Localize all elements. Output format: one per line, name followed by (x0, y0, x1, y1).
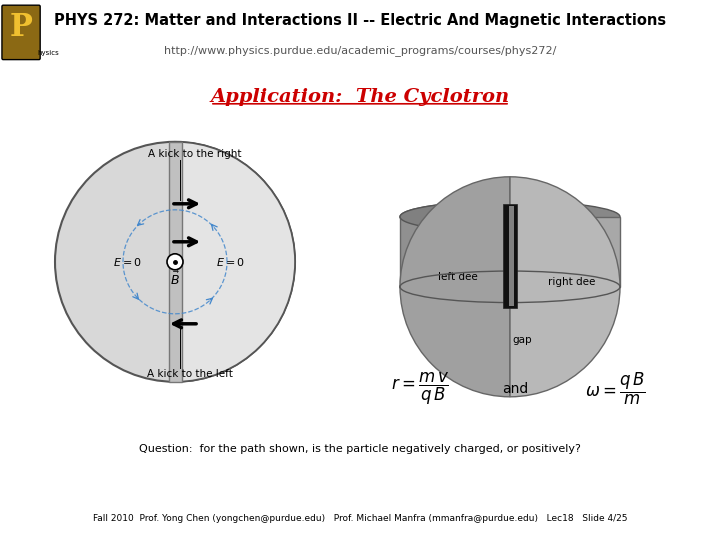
Text: right dee: right dee (549, 277, 595, 287)
Text: A kick to the right: A kick to the right (148, 149, 242, 159)
Polygon shape (400, 201, 510, 302)
Text: PHYS 272: Matter and Interactions II -- Electric And Magnetic Interactions: PHYS 272: Matter and Interactions II -- … (54, 14, 666, 28)
Text: A kick to the left: A kick to the left (147, 369, 233, 379)
Text: $\omega = \dfrac{q\,B}{m}$: $\omega = \dfrac{q\,B}{m}$ (585, 370, 646, 407)
Bar (168, 142, 181, 382)
Text: $E = 0$: $E = 0$ (215, 256, 245, 268)
Wedge shape (510, 177, 620, 397)
Circle shape (55, 142, 295, 382)
Text: P: P (10, 12, 33, 43)
Text: $r = \dfrac{m\,v}{q\,B}$: $r = \dfrac{m\,v}{q\,B}$ (391, 370, 449, 407)
Text: gap: gap (512, 335, 532, 345)
Text: Fall 2010  Prof. Yong Chen (yongchen@purdue.edu)   Prof. Michael Manfra (mmanfra: Fall 2010 Prof. Yong Chen (yongchen@purd… (93, 514, 627, 523)
Text: left dee: left dee (438, 272, 478, 282)
Polygon shape (503, 204, 517, 308)
Polygon shape (509, 206, 514, 306)
Polygon shape (510, 217, 620, 287)
Text: and: and (502, 382, 528, 396)
Text: $E = 0$: $E = 0$ (112, 256, 142, 268)
Text: Question:  for the path shown, is the particle negatively charged, or positively: Question: for the path shown, is the par… (139, 444, 581, 454)
Wedge shape (400, 177, 510, 397)
FancyBboxPatch shape (2, 5, 40, 59)
Polygon shape (400, 217, 510, 287)
Text: Application:  The Cyclotron: Application: The Cyclotron (210, 88, 510, 106)
Ellipse shape (400, 201, 620, 233)
Wedge shape (175, 142, 295, 382)
Circle shape (167, 254, 183, 270)
Text: hysics: hysics (37, 50, 60, 56)
Text: $\vec{B}$: $\vec{B}$ (170, 271, 180, 288)
Text: http://www.physics.purdue.edu/academic_programs/courses/phys272/: http://www.physics.purdue.edu/academic_p… (164, 45, 556, 56)
